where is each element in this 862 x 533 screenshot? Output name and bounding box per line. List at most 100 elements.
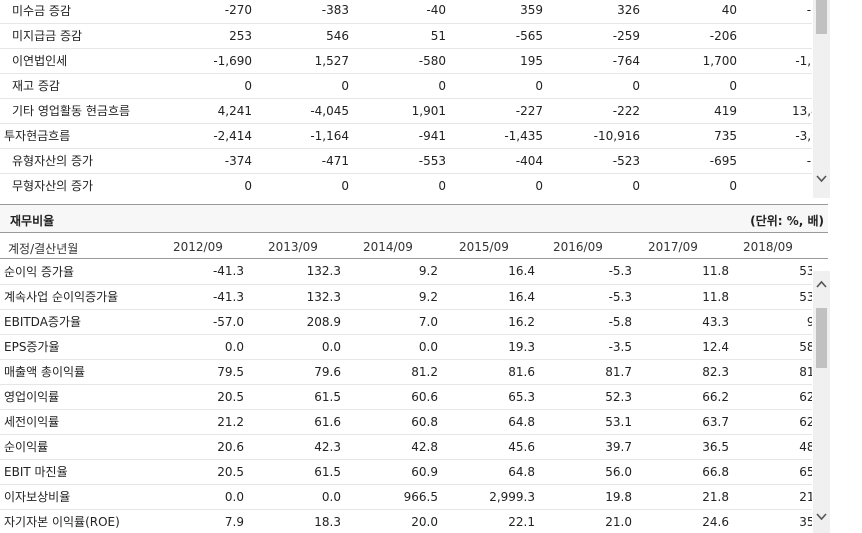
row-value: -695 xyxy=(709,153,737,168)
ratio-section-title: 재무비율 xyxy=(10,214,55,228)
row-value: -41.3 xyxy=(212,264,244,279)
row-value: 0 xyxy=(632,78,640,93)
row-value: 42.3 xyxy=(314,439,341,454)
row-value: 21.0 xyxy=(605,514,632,529)
row-value: -293 xyxy=(806,3,812,18)
row-value: -270 xyxy=(224,3,252,18)
row-value: 0 xyxy=(739,73,812,98)
cashflow-row: 투자현금흐름 -2,414 -1,164 -941 -1,435 -10,916 735 -3… xyxy=(0,123,812,148)
period-header: 2016/09 xyxy=(553,240,603,254)
row-value: -259 xyxy=(612,28,640,43)
ratio-table: 순이익 증가율-41.3132.39.216.4-5.311.853.8계속사업… xyxy=(0,259,812,533)
chevron-down-icon[interactable] xyxy=(815,172,828,185)
row-value: 19.3 xyxy=(508,339,535,354)
cashflow-row: 유형자산의 증가 -374 -471 -553 -404 -523 -695 -704 xyxy=(0,148,812,173)
row-value: 79.5 xyxy=(217,364,244,379)
row-value: 66.8 xyxy=(702,464,729,479)
ratio-scroll-thumb[interactable] xyxy=(816,308,827,368)
ratio-section-header: 재무비율 (단위: %, 배) xyxy=(0,204,828,233)
row-value: 11.8 xyxy=(702,289,729,304)
row-value: 13,405 xyxy=(792,103,812,118)
row-value: 18.3 xyxy=(314,514,341,529)
row-value: 1,700 xyxy=(702,53,737,68)
row-value: 61.6 xyxy=(314,414,341,429)
cashflow-scroll-thumb[interactable] xyxy=(816,0,827,34)
row-value: 21.8 xyxy=(702,489,729,504)
ratio-column-header: 계정/결산년월 2012/09 2013/09 2014/09 2015/09 … xyxy=(0,234,828,259)
row-value: 53.8 xyxy=(799,289,812,304)
cashflow-row: 기타 영업활동 현금흐름 4,241 -4,045 1,901 -227 -222 419 1… xyxy=(0,98,812,123)
row-value: 0.0 xyxy=(418,339,438,354)
chevron-up-icon[interactable] xyxy=(815,278,828,291)
cashflow-row: 재고 증감0000000 xyxy=(0,73,812,98)
row-value: 51 xyxy=(430,28,446,43)
period-header: 2017/09 xyxy=(648,240,698,254)
row-value: 0.0 xyxy=(224,339,244,354)
row-value: 65.3 xyxy=(508,389,535,404)
row-value: 16.4 xyxy=(508,264,535,279)
row-label: 영업이익률 xyxy=(4,390,60,404)
ratio-row: 세전이익률 21.2 61.6 60.8 64.8 53.1 63.7 62.1 xyxy=(0,409,812,434)
row-value: 22.1 xyxy=(508,514,535,529)
row-value: 7.9 xyxy=(224,514,244,529)
row-value: 0 xyxy=(729,178,737,193)
row-value: -553 xyxy=(418,153,446,168)
row-label: 순이익 증가율 xyxy=(4,264,75,279)
row-value: 21.9 xyxy=(799,489,812,504)
row-value: -222 xyxy=(612,103,640,118)
row-value: 16.2 xyxy=(508,314,535,329)
cashflow-row: 미지급금 증감 253 546 51 -565 -259 -206265 xyxy=(0,23,812,48)
row-value: 0 xyxy=(729,78,737,93)
cashflow-table: 미수금 증감 -270 -383 -40 359 326 40 -293 미지급금 증감 253 5… xyxy=(0,0,812,198)
row-value: 62.9 xyxy=(799,389,812,404)
row-label: EBITDA증가율 xyxy=(4,315,82,329)
ratio-scrollbar[interactable] xyxy=(813,271,830,533)
period-header: 2012/09 xyxy=(173,240,223,254)
row-value: 81.7 xyxy=(605,364,632,379)
ratio-row: 순이익률 20.6 42.3 42.8 45.6 39.7 36.5 48.2 xyxy=(0,434,812,459)
row-value: 36.5 xyxy=(702,439,729,454)
row-value: 56.0 xyxy=(605,464,632,479)
row-value: -41.3 xyxy=(212,289,244,304)
cashflow-table-panel: 미수금 증감 -270 -383 -40 359 326 40 -293 미지급금 증감 253 5… xyxy=(0,0,812,198)
row-label: 세전이익률 xyxy=(4,415,60,429)
row-value: 79.6 xyxy=(314,364,341,379)
ratio-row: 계속사업 순이익증가율 -41.3 132.3 9.2 16.4 -5.3 11.8 53.8 xyxy=(0,284,812,309)
row-value: -57.0 xyxy=(212,314,244,329)
row-value: -40 xyxy=(426,3,446,18)
row-label: 이자보상비율 xyxy=(4,490,71,504)
row-value: 132.3 xyxy=(306,264,341,279)
row-value: 195 xyxy=(520,53,543,68)
row-value: 0 xyxy=(535,178,543,193)
row-value: 132.3 xyxy=(306,289,341,304)
row-value: 66.2 xyxy=(702,389,729,404)
row-value: -704 xyxy=(806,153,812,168)
row-value: 1,527 xyxy=(314,53,349,68)
row-value: -5.8 xyxy=(608,314,632,329)
row-value: -5.3 xyxy=(608,264,632,279)
cashflow-scrollbar[interactable] xyxy=(813,0,830,198)
row-value: 64.8 xyxy=(508,464,535,479)
ratio-unit-label: (단위: %, 배) xyxy=(750,214,824,228)
row-label: 매출액 총이익률 xyxy=(4,365,86,379)
row-value: 0 xyxy=(341,78,349,93)
row-value: -206 xyxy=(709,28,737,43)
row-value: -2,414 xyxy=(213,128,252,143)
row-value: 0.0 xyxy=(321,339,341,354)
row-value: 64.8 xyxy=(508,414,535,429)
chevron-down-icon[interactable] xyxy=(815,510,828,523)
row-value: -1,277 xyxy=(795,53,812,68)
row-value: 40 xyxy=(721,3,737,18)
ratio-row: 영업이익률 20.5 61.5 60.6 65.3 52.3 66.2 62.9 xyxy=(0,384,812,409)
row-value: 0 xyxy=(341,178,349,193)
row-value: 9.2 xyxy=(418,264,438,279)
row-value: 48.2 xyxy=(799,439,812,454)
row-value: 16.4 xyxy=(508,289,535,304)
period-header: 2018/09 xyxy=(743,240,793,254)
row-value: 4,241 xyxy=(217,103,252,118)
row-value: 0.0 xyxy=(321,489,341,504)
row-value: 253 xyxy=(229,28,252,43)
row-value: 21.2 xyxy=(217,414,244,429)
row-value: 208.9 xyxy=(306,314,341,329)
row-value: -1,435 xyxy=(504,128,543,143)
